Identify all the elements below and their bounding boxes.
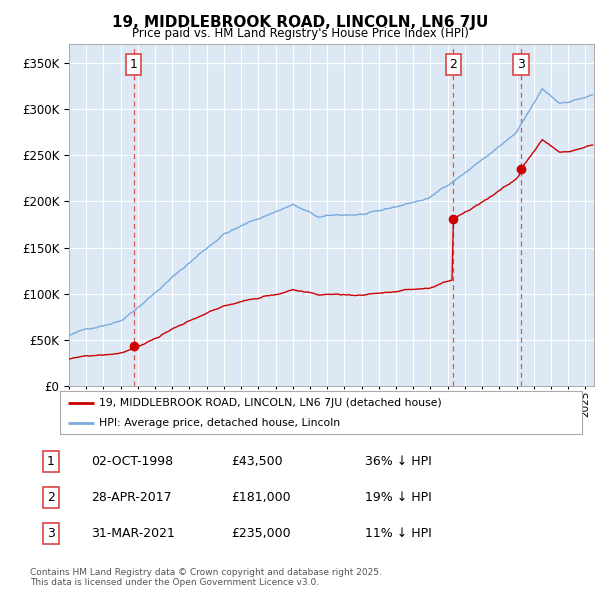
Text: 36% ↓ HPI: 36% ↓ HPI bbox=[365, 455, 431, 468]
Text: 19, MIDDLEBROOK ROAD, LINCOLN, LN6 7JU (detached house): 19, MIDDLEBROOK ROAD, LINCOLN, LN6 7JU (… bbox=[99, 398, 442, 408]
Text: 19, MIDDLEBROOK ROAD, LINCOLN, LN6 7JU: 19, MIDDLEBROOK ROAD, LINCOLN, LN6 7JU bbox=[112, 15, 488, 30]
Text: £181,000: £181,000 bbox=[231, 491, 290, 504]
Text: HPI: Average price, detached house, Lincoln: HPI: Average price, detached house, Linc… bbox=[99, 418, 340, 428]
Text: 2: 2 bbox=[449, 58, 457, 71]
Text: 19% ↓ HPI: 19% ↓ HPI bbox=[365, 491, 431, 504]
Text: 02-OCT-1998: 02-OCT-1998 bbox=[91, 455, 173, 468]
Text: 3: 3 bbox=[47, 527, 55, 540]
Text: £235,000: £235,000 bbox=[231, 527, 290, 540]
Text: Contains HM Land Registry data © Crown copyright and database right 2025.
This d: Contains HM Land Registry data © Crown c… bbox=[30, 568, 382, 587]
Text: Price paid vs. HM Land Registry's House Price Index (HPI): Price paid vs. HM Land Registry's House … bbox=[131, 27, 469, 40]
Text: 2: 2 bbox=[47, 491, 55, 504]
Text: 1: 1 bbox=[47, 455, 55, 468]
Text: £43,500: £43,500 bbox=[231, 455, 283, 468]
Text: 11% ↓ HPI: 11% ↓ HPI bbox=[365, 527, 431, 540]
Text: 31-MAR-2021: 31-MAR-2021 bbox=[91, 527, 175, 540]
Text: 28-APR-2017: 28-APR-2017 bbox=[91, 491, 172, 504]
Text: 1: 1 bbox=[130, 58, 137, 71]
Text: 3: 3 bbox=[517, 58, 525, 71]
